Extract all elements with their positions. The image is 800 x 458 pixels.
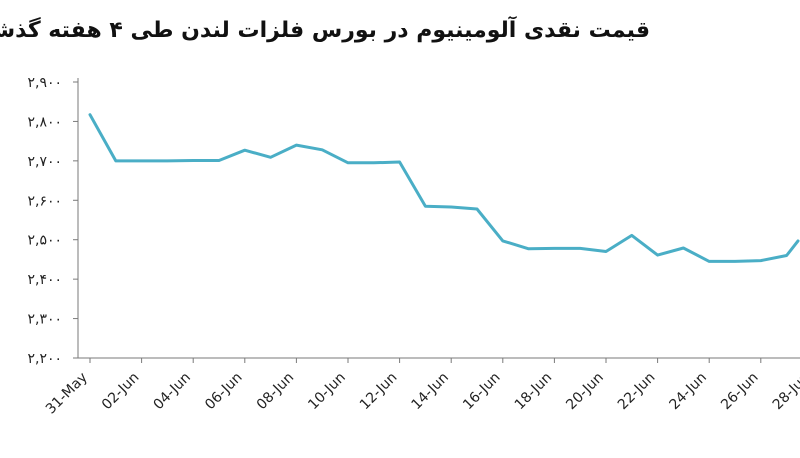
axes [77, 78, 800, 359]
y-tick-label: ۲,۸۰۰ [27, 114, 62, 130]
x-tick-label: 18-Jun [512, 370, 556, 414]
x-tick-label: 08-Jun [254, 370, 298, 414]
x-tick-label: 12-Jun [357, 370, 401, 414]
y-tick-label: ۲,۳۰۰ [27, 312, 62, 328]
x-tick-label: 16-Jun [460, 370, 504, 414]
y-tick-label: ۲,۲۰۰ [27, 351, 62, 367]
data-series [88, 113, 800, 263]
x-tick-label: 10-Jun [305, 370, 349, 414]
y-tick-label: ۲,۷۰۰ [27, 154, 62, 170]
x-tick-label: 22-Jun [615, 370, 659, 414]
x-tick-label: 04-Jun [151, 370, 195, 414]
y-tick-label: ۲,۶۰۰ [27, 193, 62, 209]
chart-title: قیمت نقدی آلومینیوم در بورس فلزات لندن ط… [0, 18, 650, 43]
y-tick-label: ۲,۹۰۰ [27, 75, 62, 91]
y-tick-label: ۲,۴۰۰ [27, 272, 62, 288]
x-tick-label: 20-Jun [563, 370, 607, 414]
series-line [88, 113, 800, 263]
y-tick-labels: ۲,۹۰۰ ۲,۸۰۰ ۲,۷۰۰ ۲,۶۰۰ ۲,۵۰۰ ۲,۴۰۰ ۲,۳۰۰ ۲,۲۰۰ [27, 75, 78, 367]
x-tick-label: 06-Jun [202, 370, 246, 414]
x-tick-label: 14-Jun [409, 370, 453, 414]
x-tick-label: 24-Jun [667, 370, 711, 414]
x-tick-labels: 31-May 02-Jun 04-Jun 06-Jun 08-Jun 10-Jun 12-J… [43, 358, 800, 417]
x-tick-label: 26-Jun [718, 370, 762, 414]
x-tick-label: 28-Jun [770, 370, 800, 414]
x-tick-label: 02-Jun [99, 370, 143, 414]
y-tick-label: ۲,۵۰۰ [27, 233, 62, 249]
x-tick-label: 31-May [43, 370, 91, 418]
